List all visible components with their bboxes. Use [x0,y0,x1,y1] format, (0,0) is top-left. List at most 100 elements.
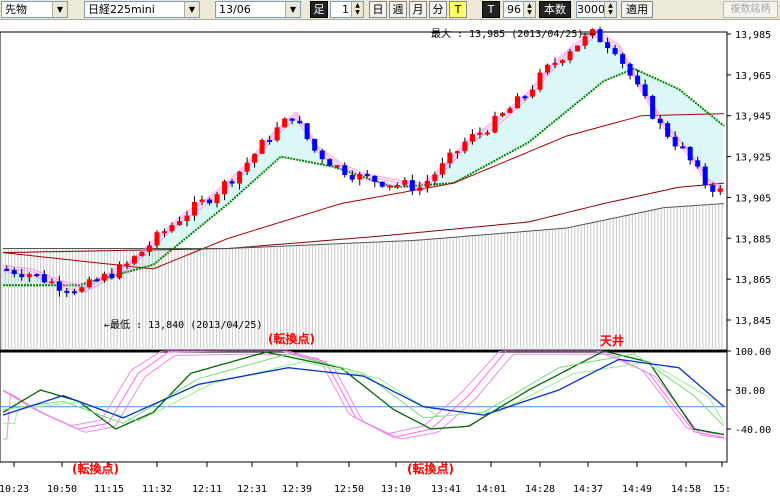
moving-average-line [3,67,725,287]
y-tick-label: 13,885 [735,234,771,245]
candle-body [319,150,325,160]
chevron-down-icon[interactable]: ▼ [285,2,300,17]
candle-body [282,118,288,128]
candle-body [710,185,716,192]
candle-body [484,132,490,135]
x-tick-label: 14:37 [573,484,603,495]
low-annotation: ←最低 : 13,840 (2013/04/25) [104,318,262,331]
candle-body [86,279,92,288]
price-plot-frame [0,31,728,353]
candle-body [334,165,340,168]
y-tick-label: 13,945 [735,112,771,123]
short-ma-line [2,35,725,293]
candle-body [297,120,303,124]
top-label: 天井 [600,333,624,348]
candle-body [424,180,430,188]
apply-button[interactable]: 適用 [621,1,653,18]
x-tick-label: 12:31 [237,484,267,495]
candle-body [146,245,152,252]
candle-body [477,132,483,135]
candle-body [590,29,596,36]
bars-count-input[interactable]: 3000 ▲ ▼ [576,1,617,18]
short-ma-line [2,29,725,287]
candle-body [267,139,273,142]
candle-body [665,123,671,137]
volume-hatch-layer [1,203,723,350]
candle-body [41,274,47,283]
candle-body [289,118,295,121]
oscillator-layer [0,350,727,440]
y-axis-labels: 13,985 13,965 13,945 13,925 13,905 13,885 13,8… [727,30,771,436]
candle-body [575,45,581,52]
spinner-icon[interactable]: ▲ ▼ [351,2,363,17]
candle-body [620,54,626,64]
market-select[interactable]: 先物 ▼ [1,1,68,18]
candle-body [131,256,137,264]
candle-body [154,232,160,246]
candle-body [469,134,475,142]
candle-body [214,194,220,204]
candle-body [627,63,633,76]
moving-average-line [2,182,725,254]
chevron-down-icon[interactable]: ▼ [184,2,199,17]
y-tick-label: 13,925 [735,153,771,164]
period-month-button[interactable]: 月 [409,1,427,18]
candle-body [199,199,205,202]
oscillator-line [2,358,725,419]
toolbar: 先物 ▼ 日経225mini ▼ 13/06 ▼ 足 1 ▲ ▼ 日 週 月 分 … [0,0,780,20]
x-tick-label: 14:58 [671,484,701,495]
bar-label: 足 [310,1,328,18]
candle-body [64,290,70,293]
period-day-button[interactable]: 日 [369,1,387,18]
moving-average-line [3,203,725,249]
candle-body [417,187,423,191]
candle-body [687,146,693,161]
candle-body [161,231,167,234]
candle-body [357,174,363,180]
chevron-down-icon[interactable]: ▼ [52,2,67,17]
y-tick-label: 13,905 [735,193,771,204]
candle-body [184,215,190,222]
candle-body [522,96,528,99]
candle-body [26,274,32,278]
candle-body [116,264,122,279]
x-tick-label: 14:28 [525,484,555,495]
period-week-button[interactable]: 週 [389,1,407,18]
short-ma-line [2,32,725,289]
candle-body [582,35,588,46]
candle-body [372,175,378,182]
candle-body [244,162,250,172]
spinner-icon[interactable]: ▲ ▼ [523,2,535,17]
chart-area: 13,985 13,965 13,945 13,925 13,905 13,885 13,8… [0,20,780,500]
oscillator-line [3,353,725,440]
bar-count-value: 1 [342,3,349,16]
tick-count-input[interactable]: 96 ▲ ▼ [503,1,536,18]
candle-body [101,273,107,281]
candle-body [439,163,445,175]
candle-body [462,141,468,152]
candle-body [499,113,505,116]
bar-count-input[interactable]: 1 ▲ ▼ [330,1,364,18]
candle-body [259,139,265,154]
x-tick-label: 11:32 [142,484,172,495]
period-minute-button[interactable]: 分 [429,1,447,18]
x-tick-label: 13:41 [431,484,461,495]
x-axis-labels: 10:23 10:50 11:15 11:32 12:11 12:31 12:39 12:50… [0,462,731,495]
contract-select[interactable]: 13/06 ▼ [215,1,301,18]
candle-body [432,174,438,181]
bars-count-value: 3000 [577,3,605,16]
candle-body [11,270,17,275]
candle-body [695,160,701,167]
oscillator-line [2,350,725,436]
candle-body [387,185,393,188]
spinner-icon[interactable]: ▲ ▼ [604,2,616,17]
candle-body [409,180,415,191]
candle-body [567,51,573,61]
x-tick-label: 15: [713,484,731,495]
candle-body [207,199,213,204]
period-tick-button[interactable]: T [449,1,467,18]
multi-symbol-button[interactable]: 複数銘柄 [723,1,778,18]
instrument-select[interactable]: 日経225mini ▼ [84,1,200,18]
candle-body [252,153,258,163]
candle-body [222,181,228,195]
